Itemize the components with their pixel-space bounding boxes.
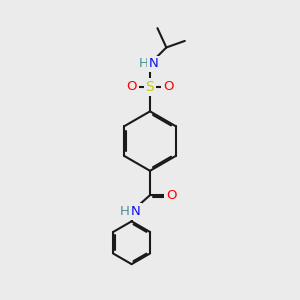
- Text: O: O: [126, 80, 137, 94]
- Text: H: H: [120, 205, 130, 218]
- Text: S: S: [146, 80, 154, 94]
- Text: O: O: [163, 80, 174, 94]
- Text: N: N: [130, 205, 140, 218]
- Text: H: H: [139, 57, 148, 70]
- Text: O: O: [166, 189, 177, 202]
- Text: N: N: [149, 57, 158, 70]
